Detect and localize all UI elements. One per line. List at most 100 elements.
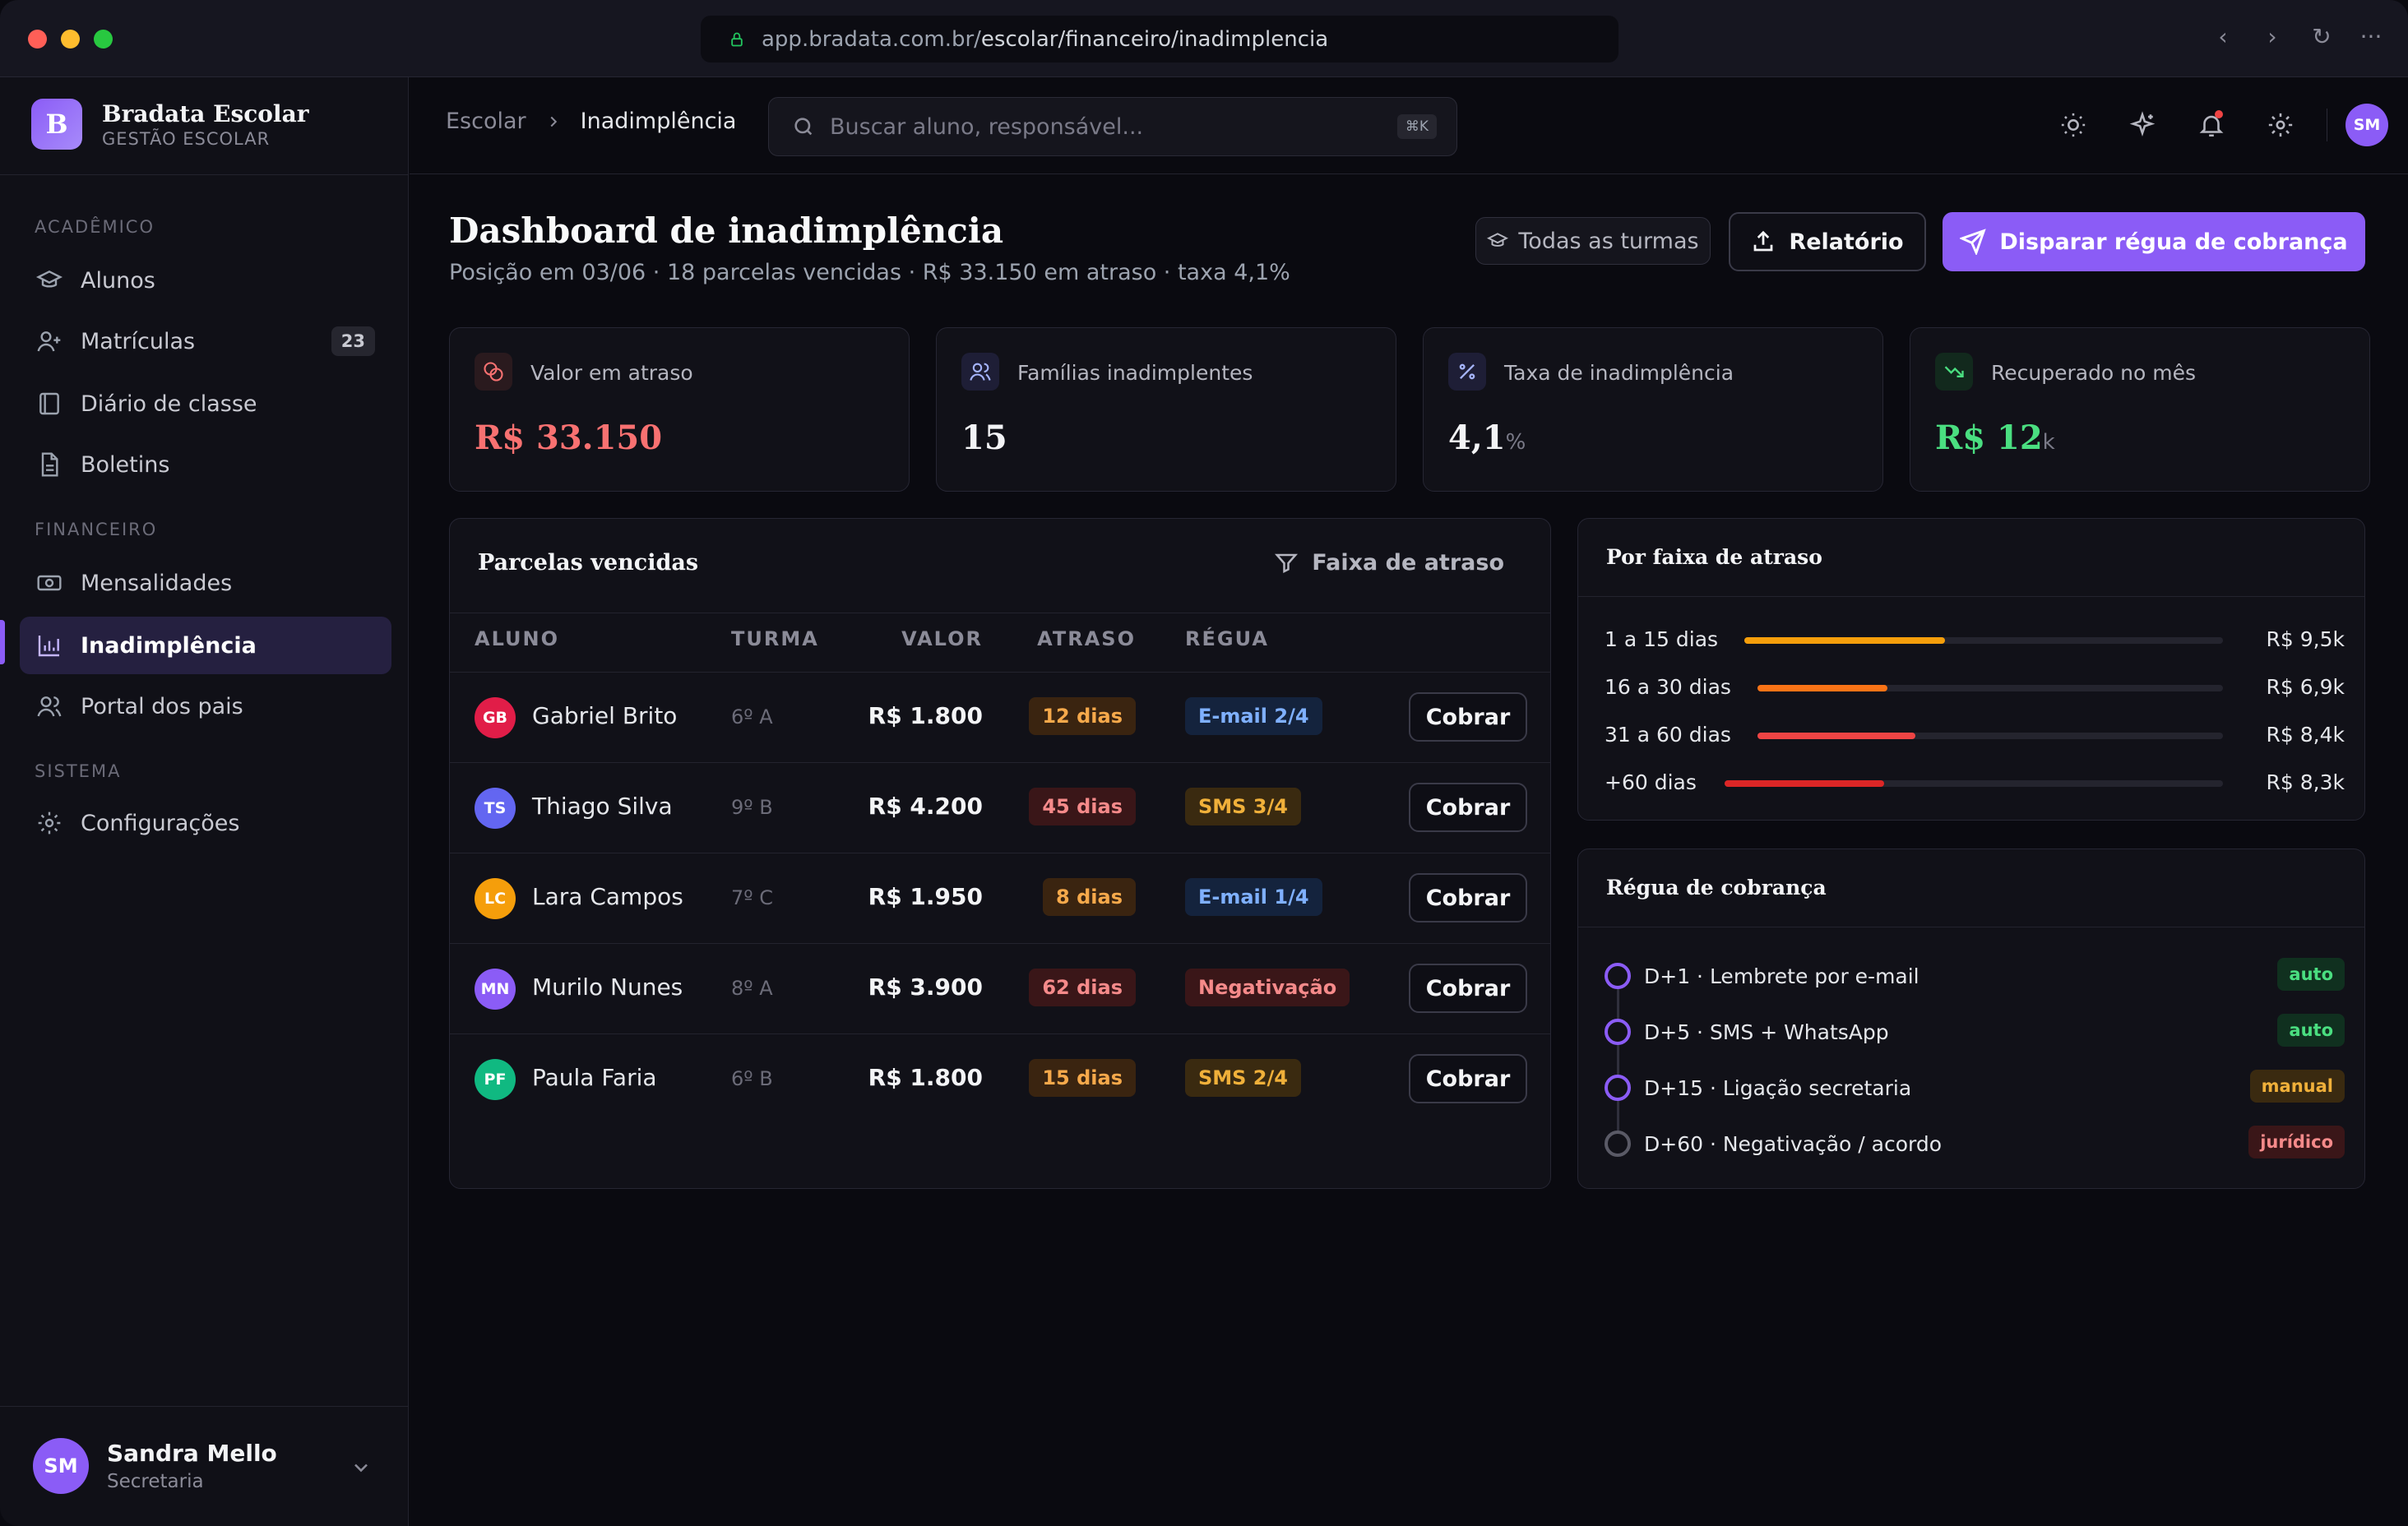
collection-stage-badge: E-mail 1/4 <box>1185 878 1322 916</box>
breadcrumb-escolar[interactable]: Escolar <box>446 109 526 134</box>
delay-range-panel: Por faixa de atraso 1 a 15 dias R$ 9,5k 16 … <box>1577 518 2365 821</box>
table-row: LC Lara Campos 7º C R$ 1.950 8 dias E-mail 1/… <box>450 853 1550 943</box>
step-label: D+1 · Lembrete por e-mail <box>1644 964 1919 988</box>
charge-button[interactable]: Cobrar <box>1409 964 1527 1013</box>
delay-range-bar <box>1757 685 1888 691</box>
column-header: TURMA <box>731 627 819 650</box>
sidebar-item-mensalidades[interactable]: Mensalidades <box>20 554 391 612</box>
sidebar-item-label: Boletins <box>81 451 170 478</box>
column-header: RÉGUA <box>1185 627 1269 650</box>
delay-range-row: 16 a 30 dias R$ 6,9k <box>1605 670 2345 703</box>
class-filter-button[interactable]: Todas as turmas <box>1475 217 1711 265</box>
sidebar-item-matriculas[interactable]: Matrículas 23 <box>20 312 391 370</box>
kpi-value: R$ 12k <box>1935 418 2055 457</box>
collection-stage-badge: SMS 3/4 <box>1185 788 1301 825</box>
sidebar-item-diario[interactable]: Diário de classe <box>20 375 391 432</box>
kpi-label: Famílias inadimplentes <box>1017 361 1253 385</box>
user-role: Secretaria <box>107 1471 204 1492</box>
search-input[interactable]: Buscar aluno, responsável... ⌘K <box>768 97 1457 156</box>
charge-button[interactable]: Cobrar <box>1409 873 1527 923</box>
sidebar-item-boletins[interactable]: Boletins <box>20 436 391 493</box>
delay-range-row: 1 a 15 dias R$ 9,5k <box>1605 622 2345 655</box>
brand[interactable]: B Bradata Escolar GESTÃO ESCOLAR <box>31 99 308 150</box>
topbar-actions: SM <box>2027 102 2388 148</box>
kpi-value: R$ 33.150 <box>475 418 663 457</box>
sparkles-icon[interactable] <box>2119 102 2165 148</box>
sidebar-item-label: Mensalidades <box>81 570 233 596</box>
forward-icon[interactable]: › <box>2267 23 2277 50</box>
graduation-cap-icon <box>1487 233 1509 247</box>
delay-range-track <box>1725 780 2223 787</box>
charge-button[interactable]: Cobrar <box>1409 783 1527 832</box>
kpi-label: Taxa de inadimplência <box>1504 361 1734 385</box>
trending-down-icon <box>1935 353 1973 391</box>
more-icon[interactable]: ··· <box>2359 23 2383 50</box>
browser-titlebar: app.bradata.com.br/escolar/financeiro/in… <box>0 0 2408 77</box>
delay-badge: 12 dias <box>1029 697 1136 735</box>
sidebar-item-label: Matrículas <box>81 328 196 354</box>
gear-icon[interactable] <box>2258 102 2304 148</box>
step-mode-tag: manual <box>2249 1070 2345 1103</box>
address-bar[interactable]: app.bradata.com.br/escolar/financeiro/in… <box>701 16 1618 62</box>
column-header: VALOR <box>901 627 983 650</box>
sun-icon[interactable] <box>2050 102 2096 148</box>
reload-icon[interactable]: ↻ <box>2312 23 2332 50</box>
parcelas-title: Parcelas vencidas <box>478 550 699 576</box>
report-label: Relatório <box>1789 229 1904 255</box>
delay-badge: 62 dias <box>1029 969 1136 1006</box>
bar-chart-icon <box>35 631 64 660</box>
delay-range-label: 1 a 15 dias <box>1605 627 1719 651</box>
search-placeholder: Buscar aluno, responsável... <box>830 113 1144 140</box>
delay-range-track <box>1744 637 2223 644</box>
lock-icon <box>731 32 743 46</box>
user-name: Sandra Mello <box>107 1440 277 1467</box>
trigger-collection-button[interactable]: Disparar régua de cobrança <box>1943 212 2365 271</box>
user-avatar: SM <box>33 1438 89 1494</box>
delay-range-row: 31 a 60 dias R$ 8,4k <box>1605 718 2345 751</box>
report-button[interactable]: Relatório <box>1729 212 1926 271</box>
delay-range-filter-label: Faixa de atraso <box>1312 550 1504 576</box>
users-icon <box>35 691 64 721</box>
installment-value: R$ 4.200 <box>868 793 983 820</box>
maximize-window-button[interactable] <box>94 30 113 49</box>
percent-icon <box>1448 353 1486 391</box>
delay-range-value: R$ 6,9k <box>2266 675 2345 699</box>
gear-icon <box>35 808 64 838</box>
student-avatar: GB <box>475 697 516 738</box>
close-window-button[interactable] <box>28 30 47 49</box>
student-class: 6º A <box>731 705 773 728</box>
bell-icon[interactable] <box>2188 102 2234 148</box>
column-header: ALUNO <box>475 627 559 650</box>
banknote-icon <box>35 568 64 598</box>
user-menu[interactable]: SM Sandra Mello Secretaria <box>0 1406 409 1526</box>
chevron-down-icon[interactable] <box>350 1456 373 1479</box>
delay-range-filter[interactable]: Faixa de atraso <box>1274 550 1504 576</box>
kpi-value: 15 <box>961 418 1007 457</box>
step-marker <box>1605 1075 1631 1101</box>
topbar: Escolar Inadimplência Buscar aluno, resp… <box>410 77 2408 174</box>
delay-range-value: R$ 9,5k <box>2266 627 2345 651</box>
file-text-icon <box>35 450 64 479</box>
delay-badge: 45 dias <box>1029 788 1136 825</box>
topbar-avatar[interactable]: SM <box>2345 104 2388 146</box>
charge-button[interactable]: Cobrar <box>1409 692 1527 742</box>
delay-range-value: R$ 8,4k <box>2266 723 2345 747</box>
coins-icon <box>475 353 512 391</box>
minimize-window-button[interactable] <box>61 30 80 49</box>
charge-button[interactable]: Cobrar <box>1409 1054 1527 1103</box>
sidebar-item-label: Portal dos pais <box>81 693 243 719</box>
student-class: 6º B <box>731 1067 773 1090</box>
collection-stage-badge: E-mail 2/4 <box>1185 697 1322 735</box>
breadcrumb-current: Inadimplência <box>580 109 737 134</box>
delay-range-value: R$ 8,3k <box>2266 770 2345 794</box>
collection-stage-badge: SMS 2/4 <box>1185 1059 1301 1097</box>
sidebar-item-alunos[interactable]: Alunos <box>20 252 391 309</box>
sidebar-item-inadimplencia[interactable]: Inadimplência <box>20 617 391 674</box>
student-name: Murilo Nunes <box>532 973 683 1001</box>
sidebar-item-portal-pais[interactable]: Portal dos pais <box>20 677 391 735</box>
sidebar-item-configuracoes[interactable]: Configurações <box>20 794 391 852</box>
kpi-value: 4,1% <box>1448 418 1526 457</box>
back-icon[interactable]: ‹ <box>2218 23 2228 50</box>
kpi-card-recuperado: Recuperado no mês R$ 12k <box>1910 327 2370 492</box>
